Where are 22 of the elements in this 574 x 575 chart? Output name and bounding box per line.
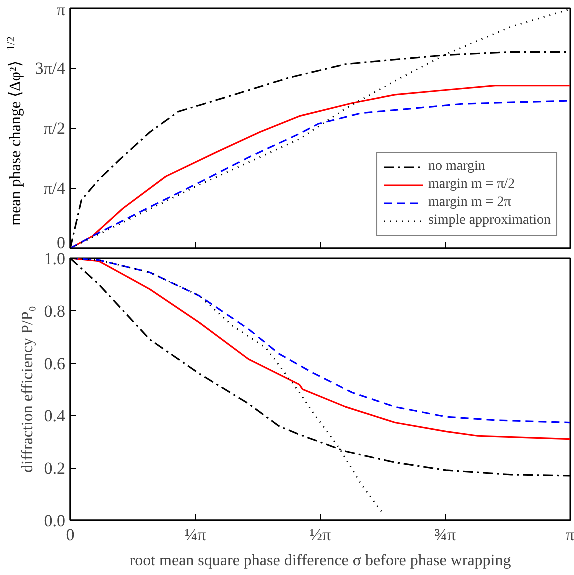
y-tick-label: 3π/4 bbox=[35, 59, 66, 78]
x-tick-label: ¾π bbox=[434, 526, 457, 544]
y-tick-label: 0.8 bbox=[44, 302, 66, 321]
y-tick-label: 0.4 bbox=[44, 406, 66, 426]
y-tick-label: 0.2 bbox=[44, 459, 66, 478]
y-tick-label: 0 bbox=[57, 234, 66, 252]
legend-label: margin m = 2π bbox=[428, 195, 512, 211]
x-tick-label: ¼π bbox=[184, 526, 207, 544]
legend-label: margin m = π/2 bbox=[428, 177, 516, 193]
x-tick-label: π bbox=[566, 526, 574, 544]
y-tick-label: π/4 bbox=[44, 179, 66, 198]
x-axis-title: root mean square phase difference σ before phase wrapping bbox=[130, 552, 512, 570]
legend-label: no margin bbox=[428, 159, 486, 175]
y-tick-label: 1.0 bbox=[44, 250, 66, 268]
y-tick-label: π bbox=[56, 0, 66, 20]
y-tick-label: 0.0 bbox=[44, 512, 66, 530]
y-tick-label: π/2 bbox=[44, 119, 66, 138]
y-tick-label: 0.6 bbox=[44, 354, 66, 374]
legend-label: simple approximation bbox=[428, 213, 551, 229]
y-axis-title: mean phase change ⟨Δφ²⟩1/2 bbox=[6, 36, 24, 226]
y-axis-title: diffraction efficiency P/P₀ bbox=[19, 306, 36, 473]
x-tick-label: ½π bbox=[310, 526, 332, 544]
